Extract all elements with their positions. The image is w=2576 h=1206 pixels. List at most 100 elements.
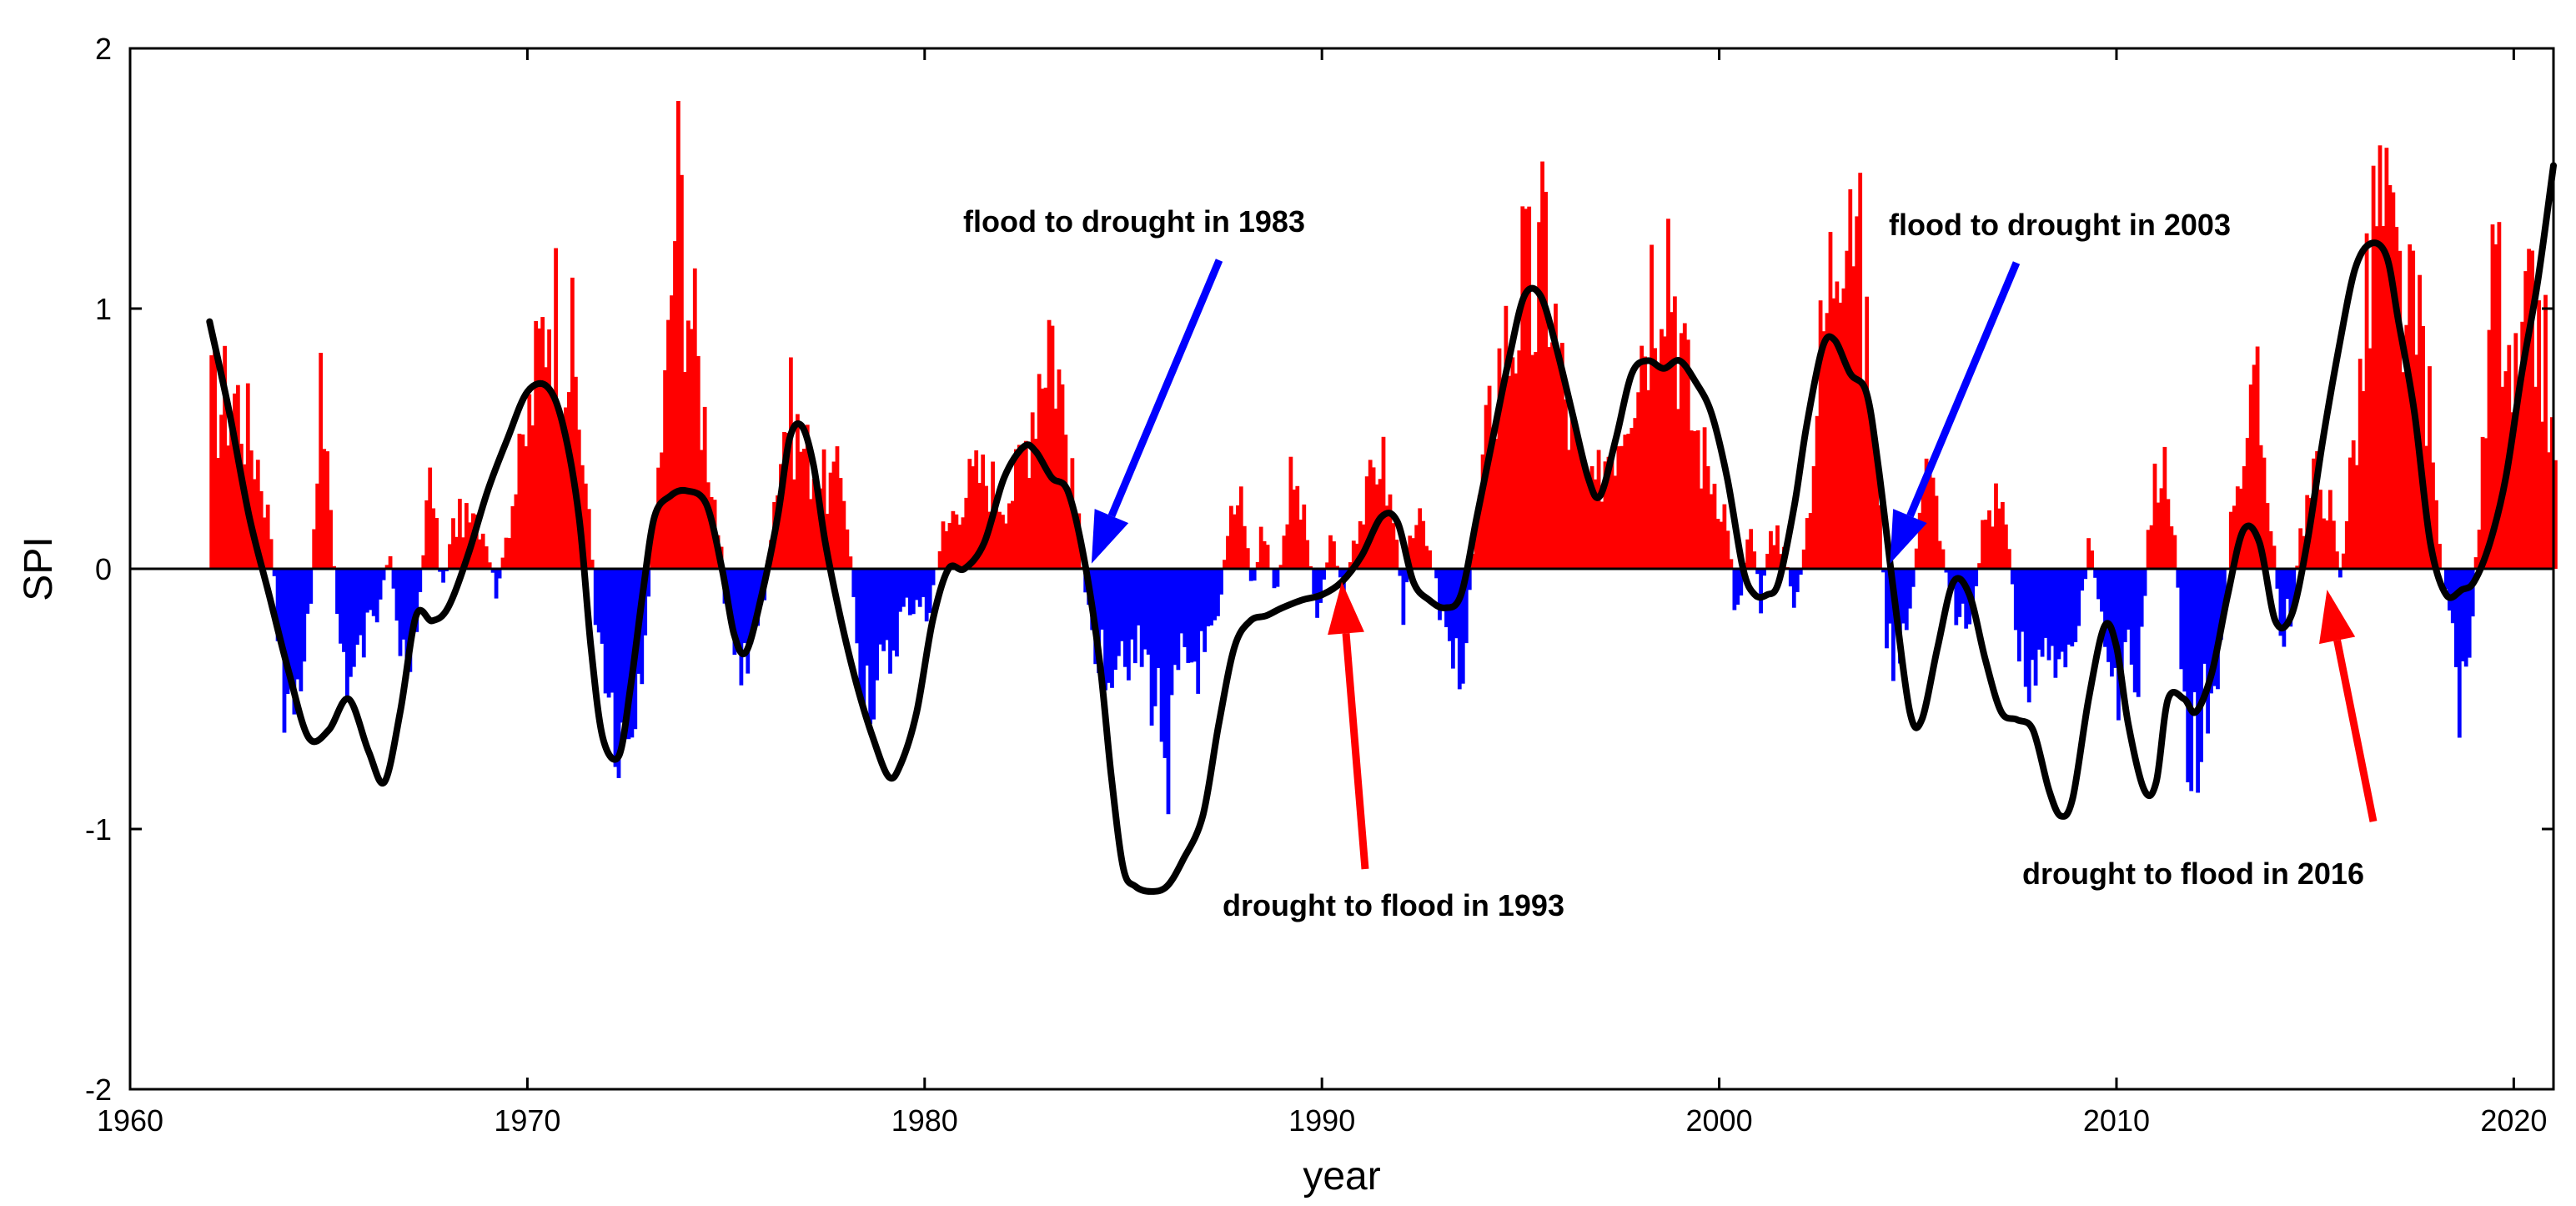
spi-bar-positive bbox=[1550, 342, 1554, 569]
spi-bar-positive bbox=[1838, 302, 1843, 569]
spi-bar-negative bbox=[2199, 569, 2203, 762]
spi-bar-positive bbox=[2431, 462, 2435, 569]
spi-bar-negative bbox=[1398, 569, 1403, 576]
spi-bar-positive bbox=[1474, 515, 1479, 569]
spi-bar-negative bbox=[309, 569, 314, 604]
spi-bar-negative bbox=[868, 569, 873, 724]
spi-bar-negative bbox=[1136, 569, 1141, 626]
spi-bar-positive bbox=[1589, 466, 1594, 569]
spi-bar-negative bbox=[1788, 569, 1793, 587]
spi-bar-positive bbox=[1524, 209, 1529, 569]
spi-bar-negative bbox=[729, 569, 734, 615]
spi-bar-positive bbox=[1238, 486, 1243, 569]
spi-bar-positive bbox=[1858, 173, 1863, 569]
spi-bar-positive bbox=[1855, 216, 1860, 569]
spi-bar-positive bbox=[1650, 244, 1654, 569]
spi-bar-positive bbox=[226, 445, 230, 569]
spi-bar-negative bbox=[1312, 569, 1317, 595]
spi-bar-negative bbox=[1169, 569, 1174, 696]
spi-bar-positive bbox=[1507, 375, 1512, 569]
spi-bar-positive bbox=[586, 509, 591, 569]
spi-bar-positive bbox=[514, 494, 519, 569]
spi-bar-positive bbox=[680, 174, 684, 570]
spi-bar-positive bbox=[683, 372, 687, 569]
spi-bar-positive bbox=[262, 517, 267, 569]
x-tick-label: 1960 bbox=[97, 1103, 163, 1138]
spi-bar-positive bbox=[424, 500, 429, 569]
spi-bar-positive bbox=[1745, 539, 1750, 569]
spi-bar-positive bbox=[1640, 345, 1645, 569]
spi-bar-positive bbox=[2152, 463, 2157, 569]
spi-bar-positive bbox=[2381, 226, 2386, 569]
spi-bar-positive bbox=[2318, 490, 2322, 569]
spi-bar-positive bbox=[689, 329, 694, 569]
spi-bar-positive bbox=[1921, 486, 1926, 569]
spi-bar-positive bbox=[1616, 446, 1621, 569]
spi-bar-positive bbox=[2156, 502, 2161, 569]
spi-bar-positive bbox=[1987, 510, 1991, 569]
spi-bar-negative bbox=[610, 569, 615, 693]
spi-bar-positive bbox=[219, 415, 223, 569]
spi-bar-negative bbox=[1166, 569, 1171, 815]
spi-bar-negative bbox=[1974, 569, 1979, 586]
spi-bar-positive bbox=[1381, 436, 1386, 569]
spi-bar-negative bbox=[342, 569, 346, 652]
spi-bar-positive bbox=[2228, 511, 2233, 569]
spi-bar-negative bbox=[408, 569, 413, 672]
y-tick-label: -2 bbox=[85, 1073, 112, 1107]
spi-bar-positive bbox=[673, 241, 677, 569]
spi-bar-positive bbox=[2248, 384, 2253, 569]
spi-bar-negative bbox=[927, 569, 932, 613]
spi-bar-negative bbox=[2010, 569, 2015, 585]
spi-bar-negative bbox=[2046, 569, 2051, 661]
spi-bar-positive bbox=[997, 511, 1002, 569]
spi-bar-positive bbox=[1540, 161, 1544, 569]
spi-bar-positive bbox=[686, 320, 690, 569]
spi-bar-positive bbox=[2401, 372, 2406, 569]
spi-bar-positive bbox=[1418, 508, 1423, 569]
spi-bar-positive bbox=[1335, 565, 1339, 569]
spi-bar-positive bbox=[213, 349, 217, 569]
spi-bar-positive bbox=[1679, 333, 1684, 569]
spi-bar-positive bbox=[1629, 428, 1634, 569]
spi-bar-positive bbox=[2351, 440, 2356, 569]
spi-bar-positive bbox=[1302, 504, 1307, 569]
spi-bar-positive bbox=[2394, 227, 2399, 569]
spi-bar-positive bbox=[2172, 535, 2177, 569]
spi-bar-positive bbox=[1014, 449, 1018, 569]
spi-bar-negative bbox=[2023, 569, 2028, 687]
spi-bar-positive bbox=[2354, 465, 2359, 569]
spi-bar-positive bbox=[848, 556, 853, 569]
spi-bar-positive bbox=[1411, 538, 1416, 569]
spi-bar-positive bbox=[792, 479, 796, 569]
spi-bar-negative bbox=[871, 569, 876, 720]
spi-bar-negative bbox=[1464, 569, 1469, 644]
spi-bar-positive bbox=[937, 551, 942, 569]
spi-bar-positive bbox=[1835, 281, 1840, 569]
spi-bar-negative bbox=[2132, 569, 2137, 693]
spi-bar-positive bbox=[835, 446, 840, 569]
spi-bar-positive bbox=[1715, 519, 1720, 569]
spi-bar-negative bbox=[1206, 569, 1210, 626]
spi-bar-positive bbox=[2090, 550, 2094, 569]
spi-bar-negative bbox=[732, 569, 737, 656]
spi-bar-negative bbox=[905, 569, 909, 598]
spi-bar-negative bbox=[2448, 569, 2452, 611]
spi-bar-positive bbox=[1547, 347, 1551, 569]
spi-bar-positive bbox=[1599, 501, 1604, 569]
spi-bar-negative bbox=[1127, 569, 1131, 681]
spi-bar-positive bbox=[2315, 451, 2319, 569]
spi-bar-positive bbox=[1924, 458, 1929, 569]
spi-bar-positive bbox=[329, 510, 333, 569]
spi-bar-positive bbox=[1007, 503, 1012, 569]
spi-bar-positive bbox=[560, 424, 565, 569]
spi-bar-positive bbox=[2235, 486, 2240, 569]
spi-bar-positive bbox=[517, 434, 522, 569]
spi-bar-positive bbox=[1914, 548, 1919, 569]
spi-bar-positive bbox=[504, 537, 509, 569]
spi-bar-positive bbox=[1596, 450, 1601, 569]
spi-bar-negative bbox=[1318, 569, 1323, 603]
spi-bar-negative bbox=[394, 569, 399, 621]
spi-bar-positive bbox=[1236, 505, 1240, 569]
spi-bar-positive bbox=[454, 536, 459, 569]
